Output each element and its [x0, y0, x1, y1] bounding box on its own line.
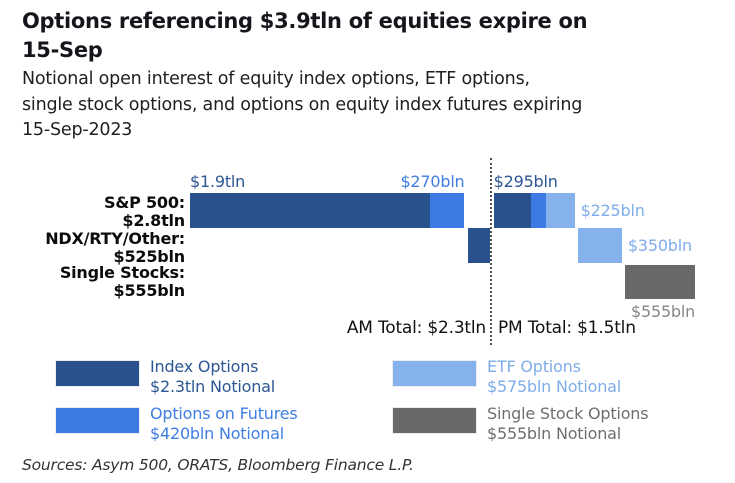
chart-subtitle-line-1: Notional open interest of equity index o… [22, 69, 530, 89]
legend-text-futures: Options on Futures $420bln Notional [150, 404, 298, 443]
row-label-name: NDX/RTY/Other: [45, 229, 185, 248]
value-label-index-pm: $295bln [493, 172, 558, 191]
legend-swatch-index [55, 360, 140, 387]
bar-etf-pm-row0 [546, 193, 575, 228]
am-total-label: AM Total: $2.3tln [346, 318, 486, 338]
row-label-total: $555bln [113, 281, 186, 300]
sources-note: Sources: Asym 500, ORATS, Bloomberg Fina… [22, 456, 414, 474]
legend-item-etf-options: ETF Options $575bln Notional [392, 357, 621, 396]
legend-swatch-futures [55, 407, 140, 434]
row-label-total: $525bln [113, 247, 186, 266]
row-label-single-stocks: Single Stocks: $555bln [0, 264, 185, 300]
value-label-single-pm: $555bln [631, 302, 696, 321]
legend-notional: $2.3tln Notional [150, 376, 276, 396]
legend-notional: $575bln Notional [487, 376, 622, 396]
chart-subtitle-line-3: 15-Sep-2023 [22, 120, 133, 140]
legend-name: Options on Futures [150, 404, 298, 423]
legend-name: Index Options [150, 357, 259, 376]
chart-subtitle-line-2: single stock options, and options on equ… [22, 94, 583, 115]
chart-title-line-2: 15-Sep [22, 37, 103, 62]
chart-title-line-1: Options referencing $3.9tln of equities … [22, 9, 588, 33]
chart-subtitle: Notional open interest of equity index o… [22, 67, 732, 144]
bar-index-pm-row0 [493, 193, 531, 228]
legend-item-futures-options: Options on Futures $420bln Notional [55, 404, 298, 443]
value-label-etf-pm: $225bln [580, 201, 645, 220]
row-label-ndx-rty-other: NDX/RTY/Other: $525bln [0, 230, 185, 266]
bar-futures-am-row0 [430, 193, 465, 228]
legend-item-index-options: Index Options $2.3tln Notional [55, 357, 275, 396]
bar-index-am-row1 [467, 228, 490, 263]
legend-swatch-single [392, 407, 477, 434]
legend-text-etf: ETF Options $575bln Notional [487, 357, 621, 396]
chart-title: Options referencing $3.9tln of equities … [22, 7, 727, 64]
legend-text-single: Single Stock Options $555bln Notional [487, 404, 649, 443]
row-label-s-p-500: S&P 500: $2.8tln [0, 194, 185, 230]
bar-single-pm-row2 [624, 265, 696, 299]
value-label-index-am: $1.9tln [190, 172, 246, 191]
legend-notional: $555bln Notional [487, 423, 622, 443]
value-label-futures-am: $270bln [400, 172, 465, 191]
legend-item-single-options: Single Stock Options $555bln Notional [392, 404, 649, 443]
bar-index-am-row0 [190, 193, 431, 228]
row-label-total: $2.8tln [122, 211, 185, 230]
bar-futures-pm-row0 [530, 193, 547, 228]
am-pm-divider-line [490, 158, 493, 345]
row-label-name: S&P 500: [104, 193, 185, 212]
legend-name: Single Stock Options [487, 404, 649, 423]
pm-total-label: PM Total: $1.5tln [498, 318, 636, 338]
legend-name: ETF Options [487, 357, 581, 376]
legend-notional: $420bln Notional [150, 423, 285, 443]
bar-etf-pm-row1 [577, 228, 622, 263]
legend-text-index: Index Options $2.3tln Notional [150, 357, 275, 396]
legend-swatch-etf [392, 360, 477, 387]
row-label-name: Single Stocks: [59, 263, 185, 282]
value-label-etf-pm: $350bln [627, 236, 692, 255]
